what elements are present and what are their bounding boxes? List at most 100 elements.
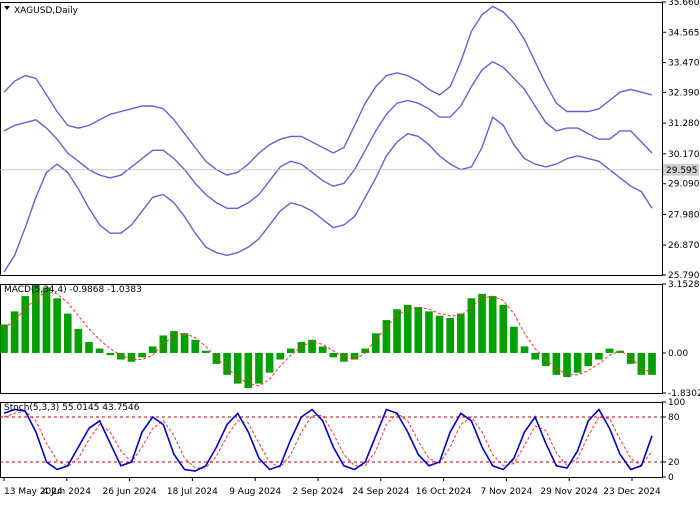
macd-bar [255,352,263,384]
macd-bar [616,350,624,353]
macd-bar [626,352,635,364]
macd-bar [117,352,125,360]
x-axis-tick-label: 26 Jun 2024 [103,487,157,497]
price-axis-tick-label: 29.090 [668,180,700,190]
macd-bar [180,333,189,353]
macd-bar [308,339,316,353]
macd-bar [170,331,178,353]
macd-bar [244,352,253,388]
macd-axis-tick-label: 3.1528 [668,280,700,290]
bollinger-middle-line [3,60,653,210]
macd-bar [85,342,93,353]
bollinger-lower-line [3,115,653,273]
macd-bar [74,328,83,353]
price-axis-tick-label: 30.170 [668,150,700,160]
macd-bar [648,352,656,375]
price-axis-tick-label: 26.870 [668,241,700,251]
macd-panel: 3.1528 0.00 -1.8302 [0,280,700,399]
macd-bar [605,348,614,353]
stoch-axis-tick-label: 20 [668,458,680,468]
x-axis-tick-label: 18 Jul 2024 [167,487,218,497]
current-price-marker [663,163,699,176]
macd-bar [233,352,242,384]
macd-bar [499,304,508,353]
macd-bar [106,352,115,356]
macd-bar [212,352,221,364]
current-price-label: 29.595 [666,166,698,176]
macd-bar [63,313,72,353]
stoch-label: Stoch(5,3,3) 55.0145 43.7546 [4,403,140,413]
macd-bar [446,317,454,353]
price-axis-tick-label: 31.280 [668,119,700,129]
macd-bar [32,285,40,353]
bollinger-upper-line [3,5,653,176]
macd-bar [435,315,444,353]
x-axis-tick-label: 24 Sep 2024 [352,487,409,497]
macd-bar [488,296,497,353]
macd-bar [563,352,571,378]
labels-layer: XAGUSD,Daily MACD(5,34,4) -0.9868 -1.038… [4,6,142,413]
stoch-panel-frame [0,402,663,478]
macd-bar [552,352,561,375]
macd-bar [371,333,380,353]
macd-bar [53,298,61,353]
x-axis-tick-label: 7 Nov 2024 [480,487,532,497]
macd-bar [191,339,200,353]
macd-bar [318,346,327,353]
macd-bar [584,352,593,367]
macd-bar [403,304,412,353]
macd-bar [456,313,465,353]
macd-bar [95,348,104,353]
macd-bar [531,352,539,360]
price-axis-tick-label: 34.565 [668,28,700,38]
x-axis-tick-label: 29 Nov 2024 [540,487,598,497]
x-axis-tick-label: 2 Sep 2024 [292,487,344,497]
macd-bar [42,287,51,353]
price-panel: 35.660 34.565 33.470 32.390 31.280 30.170 29.0… [0,0,700,281]
macd-bar [21,296,30,353]
stoch-main-line [3,408,653,472]
macd-bar [595,352,603,360]
macd-bar [573,352,582,373]
macd-bar [393,309,401,353]
macd-bar [510,326,518,353]
price-axis-tick-label: 32.390 [668,88,700,98]
x-axis-tick-label: 13 May 2024 [4,487,63,497]
macd-bar [202,350,210,353]
macd-bar [276,352,285,360]
stoch-axis-tick-label: 100 [668,398,685,408]
macd-bar [265,352,274,373]
chart-title: XAGUSD,Daily [14,6,79,16]
macd-panel-frame [0,284,663,394]
macd-bar [425,311,433,353]
stoch-axis-tick-label: 80 [668,413,680,423]
macd-bar [138,352,146,358]
x-axis-tick-label: 9 Aug 2024 [229,487,281,497]
macd-bar [297,342,306,353]
collapse-triangle-icon [4,6,10,10]
macd-bar [382,320,391,353]
price-axis-tick-label: 33.470 [668,59,700,69]
x-axis-tick-label: 16 Oct 2024 [416,487,472,497]
macd-axis-tick-label: -1.8302 [668,389,700,399]
macd-bar [478,293,486,353]
stoch-panel: 100 80 20 0 [0,398,685,483]
stoch-axis-tick-label: 0 [668,473,674,483]
macd-bar [414,307,423,353]
price-axis-tick-label: 35.660 [668,0,700,8]
macd-bar [0,324,8,353]
macd-bar [361,348,370,353]
macd-bar [350,352,359,360]
price-axis-tick-label: 25.790 [668,271,700,281]
price-panel-frame [0,2,663,276]
macd-bar [520,346,529,353]
macd-bar [467,298,476,353]
macd-bar [10,311,19,353]
x-axis-tick-label: 23 Dec 2024 [603,487,661,497]
macd-label: MACD(5,34,4) -0.9868 -1.0383 [4,285,142,295]
macd-bar [223,352,231,375]
macd-bar [329,352,338,358]
